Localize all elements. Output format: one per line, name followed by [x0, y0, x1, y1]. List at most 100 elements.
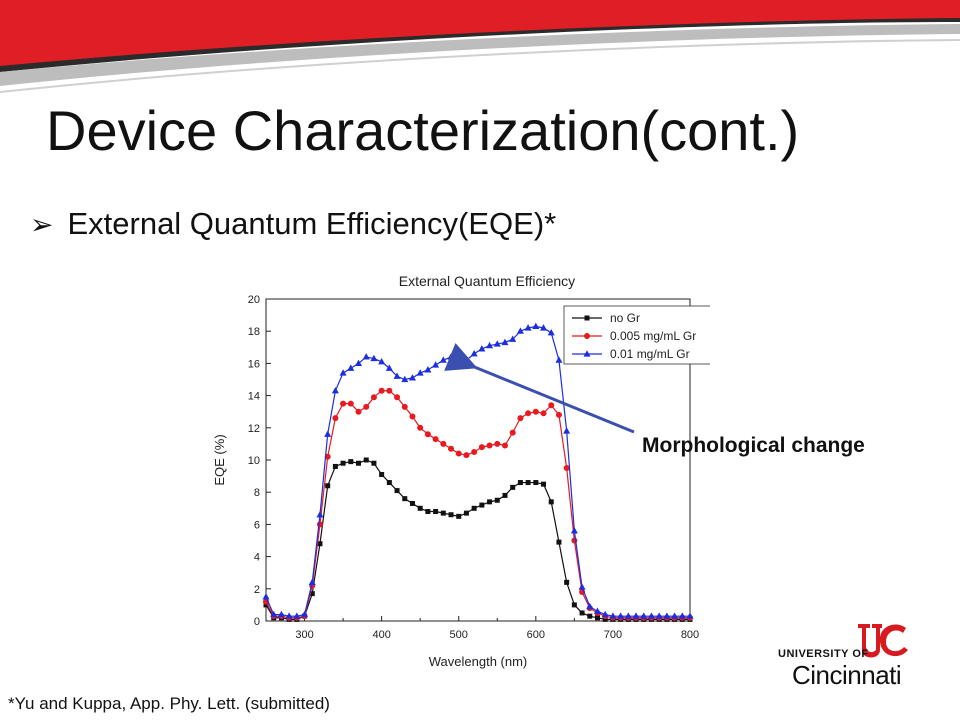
data-point	[493, 340, 501, 347]
y-tick-label: 8	[254, 487, 260, 499]
data-point	[401, 403, 408, 410]
data-point	[385, 364, 393, 371]
data-point	[570, 527, 578, 534]
data-point	[379, 471, 385, 477]
x-tick-label: 500	[450, 629, 468, 641]
data-point	[448, 445, 455, 452]
data-point	[394, 394, 401, 401]
data-point	[386, 387, 393, 394]
data-point	[347, 400, 354, 407]
series-layer	[262, 322, 694, 622]
university-logo: UNIVERSITY OF Cincinnati	[772, 620, 952, 692]
data-point	[594, 615, 600, 621]
data-point	[640, 612, 648, 619]
legend-marker	[584, 333, 590, 339]
data-point	[340, 400, 347, 407]
logo-university-text: UNIVERSITY OF	[778, 648, 869, 660]
data-point	[564, 579, 570, 585]
data-point	[647, 612, 655, 619]
data-point	[555, 411, 562, 418]
callout-label: Morphological change	[642, 434, 865, 457]
data-point	[348, 459, 354, 465]
data-point	[408, 374, 416, 381]
data-point	[602, 616, 608, 622]
data-point	[494, 497, 500, 503]
data-point	[340, 460, 346, 466]
data-point	[440, 510, 446, 516]
data-point	[532, 408, 539, 415]
data-point	[548, 402, 555, 409]
legend-marker	[583, 350, 591, 357]
data-point	[517, 415, 524, 422]
data-point	[363, 457, 369, 463]
data-point	[593, 607, 601, 614]
data-point	[502, 492, 508, 498]
data-point	[355, 359, 363, 366]
data-point	[277, 610, 285, 618]
data-point	[432, 436, 439, 443]
data-point	[478, 345, 486, 352]
y-tick-label: 10	[248, 455, 260, 467]
data-point	[655, 612, 663, 619]
data-point	[632, 612, 640, 619]
data-point	[440, 440, 447, 447]
data-point	[262, 593, 270, 600]
data-point	[478, 444, 485, 451]
data-point	[587, 613, 593, 619]
bullet-text: External Quantum Efficiency(EQE)*	[67, 206, 557, 241]
data-point	[409, 413, 416, 420]
data-point	[448, 512, 454, 518]
y-tick-label: 0	[254, 616, 260, 628]
data-point	[433, 509, 439, 515]
data-point	[471, 505, 477, 511]
data-point	[425, 509, 431, 515]
banner-gray-band	[0, 24, 960, 86]
data-point	[308, 578, 316, 585]
data-point	[416, 369, 424, 376]
data-point	[293, 612, 301, 619]
data-point	[624, 612, 632, 619]
data-point	[362, 353, 370, 360]
data-point	[463, 510, 469, 516]
data-point	[510, 484, 516, 490]
data-point	[455, 450, 462, 457]
data-point	[501, 338, 509, 346]
series-2	[262, 322, 694, 619]
data-point	[516, 327, 524, 334]
legend-label: 0.005 mg/mL Gr	[610, 329, 696, 343]
data-point	[678, 612, 686, 619]
data-point	[609, 612, 617, 619]
data-point	[671, 612, 679, 619]
data-point	[371, 460, 377, 466]
data-point	[578, 583, 586, 590]
y-tick-label: 20	[248, 294, 260, 306]
data-point	[363, 403, 370, 410]
x-tick-label: 400	[372, 629, 390, 641]
data-point	[509, 429, 516, 436]
header-banner	[0, 0, 960, 93]
footnote: *Yu and Kuppa, App. Phy. Lett. (submitte…	[8, 694, 330, 713]
data-point	[486, 341, 494, 349]
data-point	[663, 612, 671, 619]
data-point	[394, 488, 400, 494]
data-point	[370, 394, 377, 401]
y-tick-label: 6	[254, 519, 260, 531]
data-point	[479, 502, 485, 508]
data-point	[309, 591, 315, 597]
y-tick-label: 12	[248, 423, 260, 435]
data-point	[347, 364, 355, 371]
data-point	[270, 610, 278, 618]
x-tick-label: 800	[681, 629, 699, 641]
data-point	[532, 322, 540, 329]
data-point	[386, 480, 392, 486]
data-point	[285, 612, 293, 619]
data-point	[456, 513, 462, 519]
data-point	[501, 442, 508, 449]
slide-title: Device Characterization(cont.)	[46, 99, 800, 162]
y-tick-label: 14	[248, 391, 260, 403]
data-point	[563, 465, 570, 472]
banner-red-band	[0, 0, 960, 66]
data-point	[579, 610, 585, 616]
data-point	[509, 335, 517, 342]
arrow-bullet-icon: ➢	[30, 209, 54, 240]
